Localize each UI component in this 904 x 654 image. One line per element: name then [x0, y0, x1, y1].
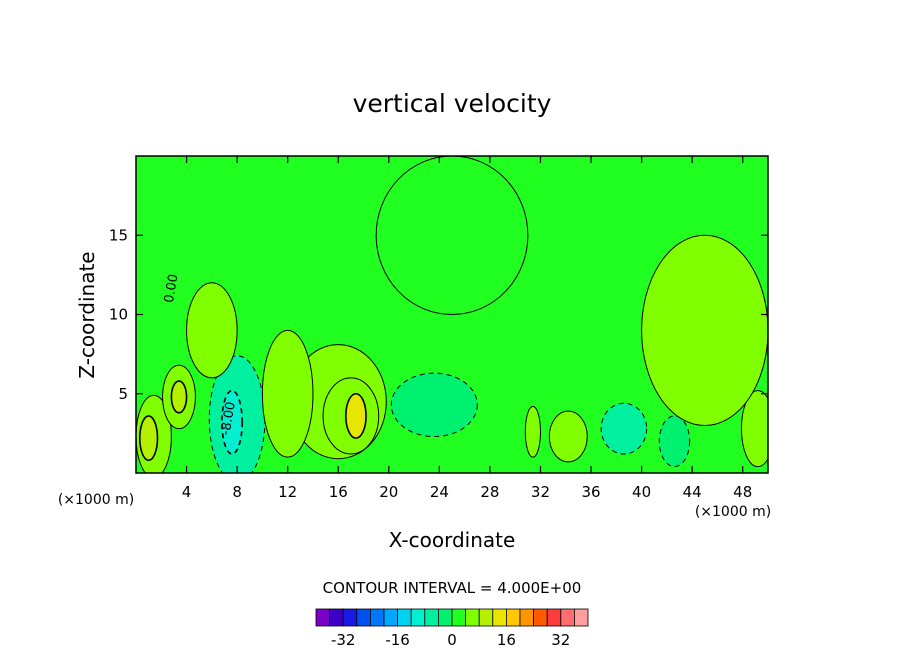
x-tick-label: 32: [531, 483, 550, 501]
colorbar-swatch: [465, 608, 480, 627]
contour-labels: 0.00 -8.00: [162, 273, 239, 436]
colorbar-tick-label: -32: [331, 631, 356, 649]
colorbar-swatch: [397, 608, 412, 627]
contour-region: [658, 415, 691, 468]
x-tick-label: 8: [232, 483, 242, 501]
x-tick-label: 40: [632, 483, 651, 501]
colorbar-swatch: [342, 608, 358, 627]
colorbar-tick-label: 0: [447, 631, 457, 649]
contour-regions: [136, 156, 768, 473]
contour-value-label: -8.00: [218, 401, 239, 437]
contour-region: [170, 380, 188, 414]
colorbar-tick-label: -16: [385, 631, 410, 649]
x-axis-label: X-coordinate: [389, 528, 516, 552]
contour-region: [261, 329, 314, 458]
colorbar-swatch: [533, 608, 548, 627]
colorbar-tick-label: 32: [551, 631, 570, 649]
colorbar-swatch: [546, 608, 562, 627]
chart-title: vertical velocity: [353, 89, 552, 118]
colorbar-tick-label: 16: [497, 631, 516, 649]
contour-region: [740, 390, 768, 468]
colorbar-swatch: [410, 608, 426, 627]
colorbar-swatch: [505, 608, 521, 627]
x-tick-label: 16: [329, 483, 348, 501]
colorbar-swatch: [315, 608, 331, 627]
colorbar: -32 -16 0 16 32: [315, 608, 589, 649]
contour-region: [375, 156, 529, 315]
y-tick-label: 10: [109, 306, 128, 324]
plot-area: 0.00 -8.00: [135, 155, 769, 474]
colorbar-swatch: [451, 608, 467, 627]
x-tick-label: 36: [581, 483, 600, 501]
contour-region: [221, 389, 243, 455]
contour-region: [641, 234, 768, 426]
x-tick-label: 28: [480, 483, 499, 501]
x-tick-label: 12: [278, 483, 297, 501]
colorbar-swatch: [478, 608, 494, 627]
colorbar-swatch: [437, 608, 453, 627]
contour-region: [138, 415, 159, 462]
x-tick-label: 20: [379, 483, 398, 501]
x-tick-label: 24: [430, 483, 449, 501]
y-axis: 5 10 15: [109, 226, 768, 403]
contour-region: [186, 282, 238, 379]
y-tick-label: 5: [118, 385, 128, 403]
contour-region: [524, 405, 541, 458]
colorbar-swatch: [329, 608, 344, 627]
colorbar-swatch: [356, 608, 371, 627]
colorbar-swatch: [492, 608, 507, 627]
y-axis-label: Z-coordinate: [75, 251, 99, 378]
x-tick-label: 4: [182, 483, 192, 501]
contour-value-label: 0.00: [162, 273, 182, 304]
contour-interval-label: CONTOUR INTERVAL = 4.000E+00: [323, 579, 582, 597]
contour-region: [390, 372, 478, 438]
colorbar-swatch: [383, 608, 399, 627]
colorbar-swatch: [369, 608, 385, 627]
x-axis: 4 8 12 16 20 24 28 32 36 40 44 48: [182, 156, 752, 501]
x-tick-label: 48: [733, 483, 752, 501]
colorbar-swatch: [560, 608, 575, 627]
x-axis-unit-left: (×1000 m): [58, 492, 134, 508]
contour-region: [548, 410, 588, 463]
contour-region: [345, 392, 367, 439]
contour-region: [600, 402, 648, 455]
y-tick-label: 15: [109, 226, 128, 244]
colorbar-swatch: [519, 608, 535, 627]
x-axis-unit-right: (×1000 m): [695, 504, 771, 520]
x-tick-label: 44: [683, 483, 702, 501]
colorbar-swatch: [424, 608, 439, 627]
colorbar-swatch: [574, 608, 589, 627]
